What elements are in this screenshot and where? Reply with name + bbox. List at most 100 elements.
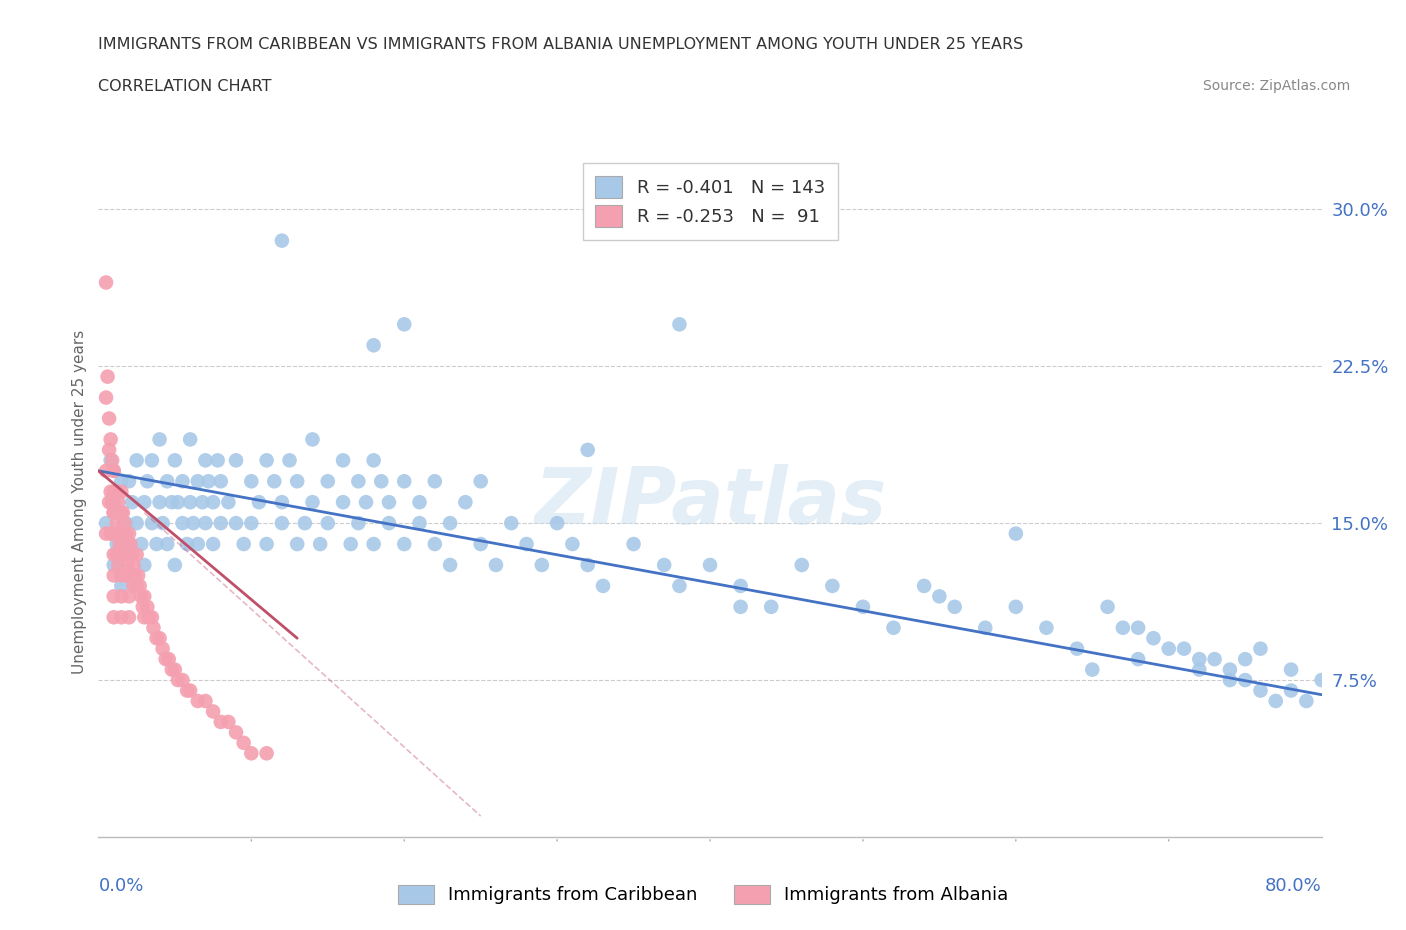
Point — [110, 610, 132, 625]
Point — [142, 620, 165, 635]
Point — [103, 505, 125, 520]
Point — [316, 474, 339, 489]
Point — [363, 338, 385, 352]
Point — [232, 736, 254, 751]
Point — [94, 516, 117, 531]
Point — [129, 537, 152, 551]
Point — [108, 537, 131, 551]
Point — [943, 600, 966, 615]
Point — [378, 516, 401, 531]
Point — [112, 516, 135, 531]
Point — [103, 547, 125, 562]
Point — [339, 537, 361, 551]
Point — [94, 526, 117, 541]
Point — [98, 443, 121, 458]
Point — [110, 589, 132, 604]
Point — [883, 620, 905, 635]
Point — [160, 495, 183, 510]
Point — [730, 578, 752, 593]
Point — [194, 516, 217, 531]
Point — [256, 453, 278, 468]
Point — [278, 453, 301, 468]
Point — [1128, 620, 1150, 635]
Point — [105, 485, 128, 499]
Point — [105, 516, 128, 531]
Point — [107, 526, 129, 541]
Point — [912, 578, 935, 593]
Point — [118, 568, 141, 583]
Point — [110, 547, 132, 562]
Point — [117, 558, 139, 573]
Point — [194, 453, 217, 468]
Point — [121, 547, 143, 562]
Point — [309, 537, 332, 551]
Point — [256, 537, 278, 551]
Point — [163, 662, 186, 677]
Point — [1234, 672, 1257, 687]
Point — [141, 610, 163, 625]
Point — [270, 233, 292, 248]
Point — [423, 474, 446, 489]
Point — [256, 746, 278, 761]
Point — [122, 558, 145, 573]
Point — [370, 474, 392, 489]
Point — [98, 411, 121, 426]
Point — [100, 485, 122, 499]
Text: CORRELATION CHART: CORRELATION CHART — [98, 79, 271, 94]
Point — [163, 558, 186, 573]
Point — [172, 672, 194, 687]
Point — [111, 505, 134, 520]
Point — [363, 537, 385, 551]
Point — [157, 652, 180, 667]
Point — [821, 578, 844, 593]
Point — [103, 495, 125, 510]
Point — [332, 495, 354, 510]
Point — [1204, 652, 1226, 667]
Point — [94, 463, 117, 478]
Point — [107, 495, 129, 510]
Point — [1157, 642, 1180, 657]
Point — [110, 505, 132, 520]
Point — [127, 568, 149, 583]
Point — [1004, 526, 1026, 541]
Point — [485, 558, 508, 573]
Point — [105, 547, 128, 562]
Point — [592, 578, 614, 593]
Point — [1173, 642, 1195, 657]
Point — [156, 474, 179, 489]
Point — [121, 568, 143, 583]
Point — [561, 537, 583, 551]
Point — [101, 495, 124, 510]
Point — [392, 474, 416, 489]
Point — [149, 631, 172, 645]
Point — [1310, 672, 1333, 687]
Point — [112, 547, 135, 562]
Point — [167, 495, 190, 510]
Point — [98, 495, 121, 510]
Point — [103, 485, 125, 499]
Point — [172, 474, 194, 489]
Point — [270, 495, 292, 510]
Point — [107, 558, 129, 573]
Point — [1295, 694, 1317, 709]
Point — [225, 453, 247, 468]
Point — [1112, 620, 1135, 635]
Point — [118, 589, 141, 604]
Point — [285, 474, 308, 489]
Point — [363, 453, 385, 468]
Point — [172, 516, 194, 531]
Point — [176, 683, 198, 698]
Point — [118, 474, 141, 489]
Legend: R = -0.401   N = 143, R = -0.253   N =  91: R = -0.401 N = 143, R = -0.253 N = 91 — [582, 163, 838, 240]
Point — [115, 516, 138, 531]
Point — [470, 537, 492, 551]
Point — [149, 432, 172, 447]
Point — [120, 537, 142, 551]
Point — [134, 610, 156, 625]
Point — [152, 516, 174, 531]
Point — [546, 516, 568, 531]
Point — [1066, 642, 1088, 657]
Point — [94, 391, 117, 405]
Point — [128, 578, 150, 593]
Point — [103, 505, 125, 520]
